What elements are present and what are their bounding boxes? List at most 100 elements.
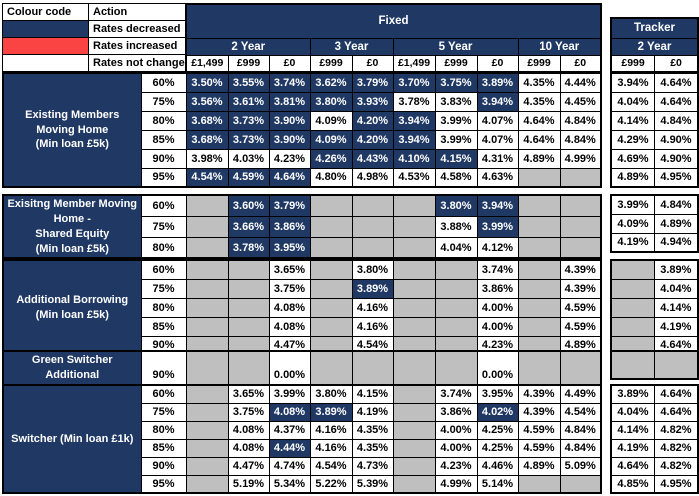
empty-cell — [517, 297, 561, 318]
rate-cell: 4.25% — [476, 438, 519, 458]
fee-header: £0 — [559, 54, 602, 73]
rate-cell: 4.47% — [227, 456, 270, 476]
rate-cell: 3.89% — [476, 72, 519, 93]
ltv-cell: 75% — [140, 278, 187, 299]
product-block-tracker: 3.94% 4.64% 4.04% 4.64% 4.14% 4.84% 4.29% 4.90%… — [610, 72, 699, 188]
rate-cell: 4.44% — [268, 438, 311, 458]
rate-cell: 4.54% — [309, 456, 353, 476]
rate-cell: 4.04% — [653, 278, 699, 299]
rate-cell: 4.35% — [517, 72, 561, 93]
rate-cell: 4.25% — [476, 420, 519, 440]
empty-cell — [392, 438, 436, 458]
rate-cell: 4.89% — [517, 148, 561, 169]
rate-cell: 4.59% — [559, 297, 602, 318]
fee-header: £999 — [517, 54, 561, 73]
rate-cell: 4.12% — [476, 236, 519, 259]
rate-cell: 3.86% — [434, 402, 478, 422]
empty-cell — [392, 194, 436, 217]
product-block: Exisitng Member Moving Home - Shared Equ… — [2, 194, 602, 260]
rate-cell: 3.79% — [351, 72, 394, 93]
ltv-cell: 85% — [140, 316, 187, 337]
product-block-tracker: 3.99% 4.84% 4.09% 4.89% 4.19% 4.94% — [610, 194, 699, 253]
empty-cell — [610, 259, 655, 280]
rate-cell: 4.23% — [268, 148, 311, 169]
rate-cell: 4.73% — [351, 456, 394, 476]
ltv-cell: 90% — [140, 456, 187, 476]
product-block-tracker — [610, 350, 699, 380]
rate-cell: 3.75% — [434, 72, 478, 93]
empty-cell — [185, 316, 229, 337]
empty-cell — [227, 259, 270, 280]
rate-cell: 4.63% — [476, 167, 519, 188]
rate-cell: 3.90% — [268, 110, 311, 131]
empty-cell — [309, 297, 353, 318]
empty-cell — [185, 474, 229, 494]
rate-cell: 4.39% — [559, 259, 602, 280]
rate-cell: 4.03% — [227, 148, 270, 169]
rate-cell: 4.64% — [610, 456, 655, 476]
product-block: Additional Borrowing (Min loan £5k) 60% 3.… — [2, 259, 602, 356]
rate-cell: 5.09% — [559, 456, 602, 476]
rate-cell: 3.83% — [434, 91, 478, 112]
rate-cell: 4.15% — [434, 148, 478, 169]
rate-cell: 4.64% — [268, 167, 311, 188]
rate-cell: 4.26% — [309, 148, 353, 169]
empty-cell — [434, 278, 478, 299]
rate-cell: 3.88% — [434, 215, 478, 238]
rate-cell: 4.00% — [434, 438, 478, 458]
rate-cell: 4.94% — [654, 232, 699, 253]
rate-cell: 4.74% — [268, 456, 311, 476]
rate-cell: 4.84% — [654, 110, 699, 131]
rate-cell: 3.75% — [268, 278, 311, 299]
empty-cell — [185, 420, 229, 440]
rate-cell: 4.09% — [309, 129, 353, 150]
rate-cell: 4.07% — [476, 129, 519, 150]
empty-cell — [517, 215, 561, 238]
ltv-cell: 90% — [140, 148, 187, 169]
rate-cell: 5.22% — [309, 474, 353, 494]
fee-header: £999 — [309, 54, 353, 73]
rate-cell: 4.35% — [351, 438, 394, 458]
rate-cell: 4.04% — [434, 236, 478, 259]
rate-cell: 4.59% — [227, 167, 270, 188]
rate-cell: 3.86% — [476, 278, 519, 299]
rate-cell: 4.46% — [476, 456, 519, 476]
empty-cell — [185, 236, 229, 259]
empty-cell — [185, 194, 229, 217]
rate-cell: 3.73% — [227, 110, 270, 131]
rate-cell: 4.64% — [517, 110, 561, 131]
rate-cell: 4.84% — [559, 420, 602, 440]
empty-cell — [185, 384, 229, 404]
empty-cell — [392, 420, 436, 440]
rate-cell: 4.99% — [559, 148, 602, 169]
empty-cell — [392, 316, 436, 337]
term-header: 3 Year — [309, 37, 394, 56]
rate-cell: 3.74% — [268, 72, 311, 93]
empty-cell — [517, 316, 561, 337]
rate-cell: 4.08% — [268, 297, 311, 318]
rate-cell: 4.20% — [351, 129, 394, 150]
rate-cell: 4.07% — [476, 110, 519, 131]
rate-cell: 4.59% — [517, 438, 561, 458]
empty-cell — [185, 215, 229, 238]
rate-cell: 4.14% — [653, 297, 699, 318]
product-block: Existing Members Moving Home (Min loan £… — [2, 72, 602, 188]
empty-cell — [185, 456, 229, 476]
rate-cell: 3.99% — [434, 129, 478, 150]
legend-swatch-decreased — [2, 20, 89, 38]
rate-cell: 4.20% — [351, 110, 394, 131]
fee-header: £1,499 — [392, 54, 436, 73]
fee-header: £1,499 — [185, 54, 229, 73]
rate-cell: 4.39% — [517, 384, 561, 404]
rate-cell: 3.74% — [476, 259, 519, 280]
rate-cell: 3.78% — [227, 236, 270, 259]
rate-cell: 3.99% — [268, 384, 311, 404]
rate-cell: 3.94% — [476, 194, 519, 217]
rate-cell: 3.94% — [610, 72, 655, 93]
product-label: Exisitng Member Moving Home - Shared Equ… — [2, 194, 142, 259]
rate-cell: 4.82% — [654, 420, 699, 440]
tracker-header: Tracker 2 Year £999 £0 — [610, 17, 699, 73]
rate-cell: 4.89% — [610, 167, 655, 188]
rate-cell: 4.39% — [517, 402, 561, 422]
rate-cell: 4.89% — [517, 456, 561, 476]
